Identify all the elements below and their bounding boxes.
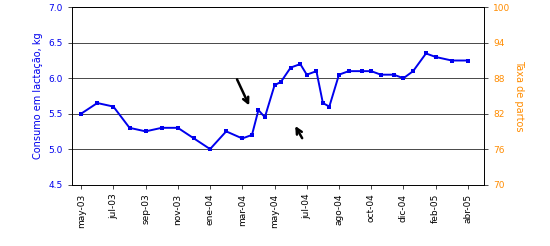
Y-axis label: Consumo em lactação, kg: Consumo em lactação, kg — [32, 33, 42, 159]
Y-axis label: Taxa de partos: Taxa de partos — [514, 60, 524, 132]
